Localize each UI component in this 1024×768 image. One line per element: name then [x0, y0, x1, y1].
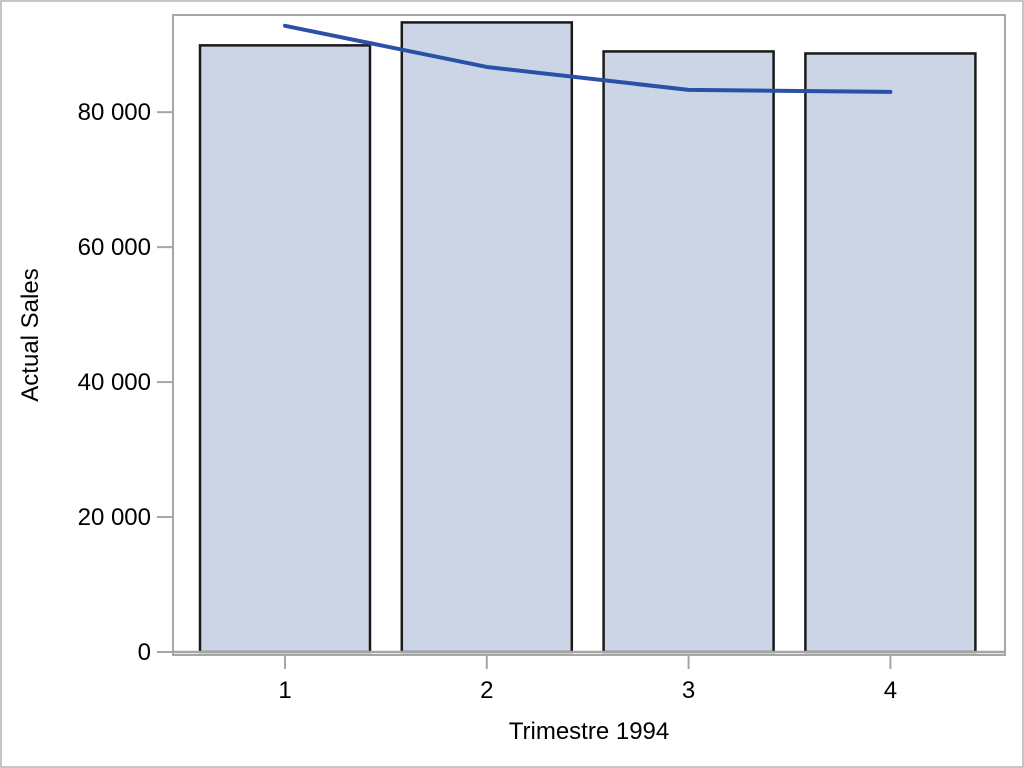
bar — [602, 50, 775, 654]
y-tick-label: 0 — [138, 639, 151, 666]
overlay-line — [283, 23, 893, 94]
plot-frame — [172, 14, 1006, 656]
y-tick-label: 20 000 — [78, 504, 151, 531]
x-axis-title: Trimestre 1994 — [508, 718, 670, 745]
y-tick-label: 80 000 — [78, 99, 151, 126]
bar — [400, 21, 574, 654]
x-tick-label: 3 — [682, 677, 695, 704]
x-tick-label: 2 — [480, 677, 493, 704]
y-axis-title: Actual Sales — [17, 268, 44, 402]
y-tick-label: 40 000 — [78, 369, 151, 396]
bar — [804, 52, 977, 654]
x-tick-label: 4 — [884, 677, 897, 704]
x-tick-label: 1 — [278, 677, 291, 704]
bar — [198, 44, 372, 654]
y-tick-label: 60 000 — [78, 234, 151, 261]
